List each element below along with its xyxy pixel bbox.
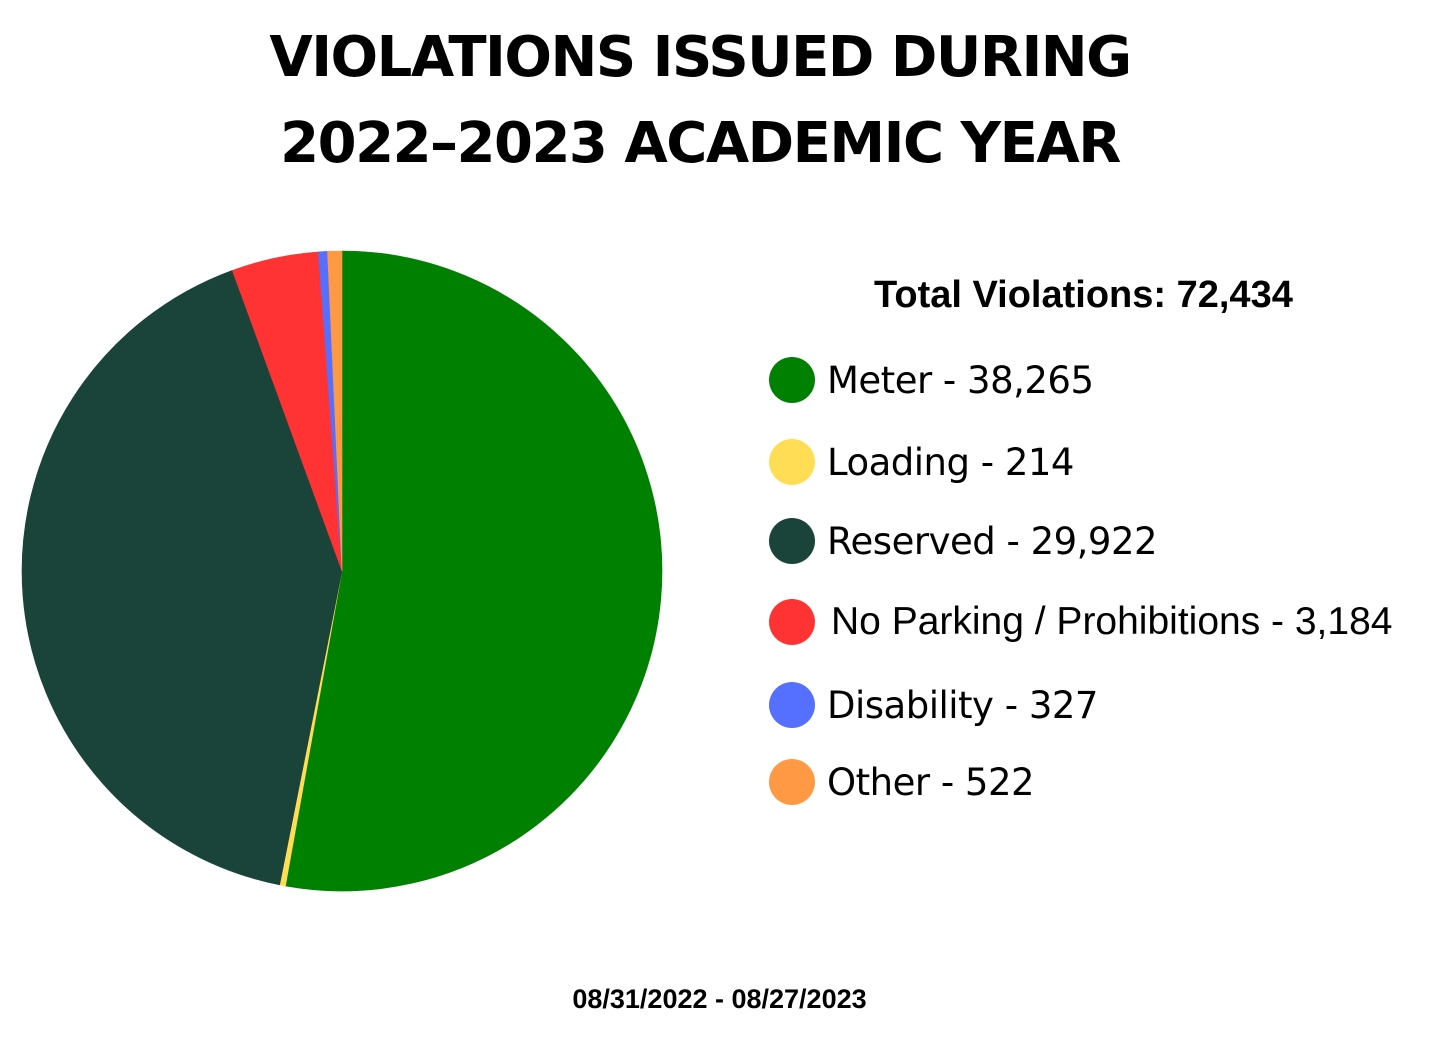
legend-item-loading: Loading - 214	[769, 437, 1074, 487]
pie-slice-reserved	[21, 269, 343, 886]
pie-slice-other	[327, 250, 343, 572]
legend-swatch-disability	[769, 682, 815, 728]
legend-label-disability: Disability - 327	[827, 683, 1098, 727]
legend-item-disability: Disability - 327	[769, 680, 1098, 730]
legend-swatch-reserved	[769, 518, 815, 564]
legend-item-no-parking: No Parking / Prohibitions - 3,184	[769, 597, 1392, 647]
total-violations-label: Total Violations: 72,434	[874, 274, 1293, 316]
legend-swatch-other	[769, 759, 815, 805]
chart-title-line-2: 2022–2023 ACADEMIC YEAR	[280, 111, 1121, 176]
date-range: 08/31/2022 - 08/27/2023	[572, 984, 867, 1014]
legend-item-reserved: Reserved - 29,922	[769, 516, 1158, 566]
legend-item-meter: Meter - 38,265	[769, 355, 1094, 405]
legend-label-meter: Meter - 38,265	[827, 358, 1094, 402]
legend-swatch-no-parking	[769, 599, 815, 645]
legend-label-reserved: Reserved - 29,922	[827, 519, 1158, 563]
pie-slice-meter	[285, 250, 663, 892]
chart-title-line-1: VIOLATIONS ISSUED DURING	[269, 25, 1132, 90]
legend-swatch-meter	[769, 357, 815, 403]
legend-swatch-loading	[769, 439, 815, 485]
legend-label-other: Other - 522	[827, 760, 1035, 804]
legend-item-other: Other - 522	[769, 757, 1035, 807]
legend-label-no-parking: No Parking / Prohibitions - 3,184	[831, 600, 1393, 643]
legend-label-loading: Loading - 214	[827, 440, 1074, 484]
